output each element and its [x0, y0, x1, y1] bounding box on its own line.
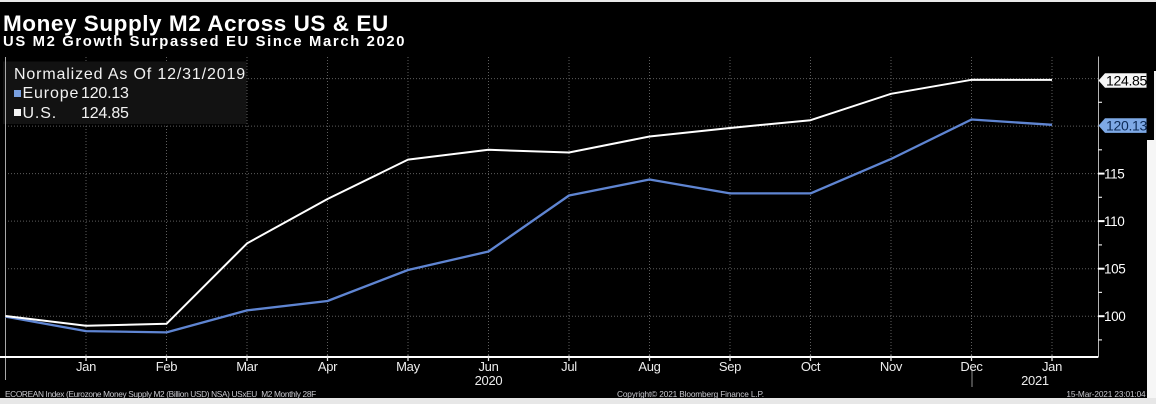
svg-text:Mar: Mar	[236, 359, 258, 374]
svg-text:120.13: 120.13	[1106, 118, 1148, 134]
svg-text:2020: 2020	[475, 373, 503, 388]
svg-text:2021: 2021	[1021, 373, 1049, 388]
svg-text:Oct: Oct	[801, 359, 821, 374]
svg-text:115: 115	[1104, 166, 1124, 181]
svg-text:Aug: Aug	[638, 359, 660, 374]
svg-text:Apr: Apr	[318, 359, 338, 374]
svg-text:Nov: Nov	[880, 359, 903, 374]
svg-text:Feb: Feb	[156, 359, 178, 374]
svg-text:105: 105	[1104, 261, 1125, 276]
svg-text:Jun: Jun	[478, 359, 498, 374]
svg-text:Sep: Sep	[719, 359, 741, 374]
svg-text:110: 110	[1104, 214, 1124, 229]
svg-text:Jan: Jan	[76, 359, 96, 374]
svg-text:124.85: 124.85	[1106, 72, 1148, 88]
svg-text:Dec: Dec	[960, 359, 983, 374]
svg-text:May: May	[396, 359, 420, 374]
svg-text:Jan: Jan	[1042, 359, 1062, 374]
svg-text:100: 100	[1104, 309, 1125, 324]
svg-text:Jul: Jul	[561, 359, 577, 374]
